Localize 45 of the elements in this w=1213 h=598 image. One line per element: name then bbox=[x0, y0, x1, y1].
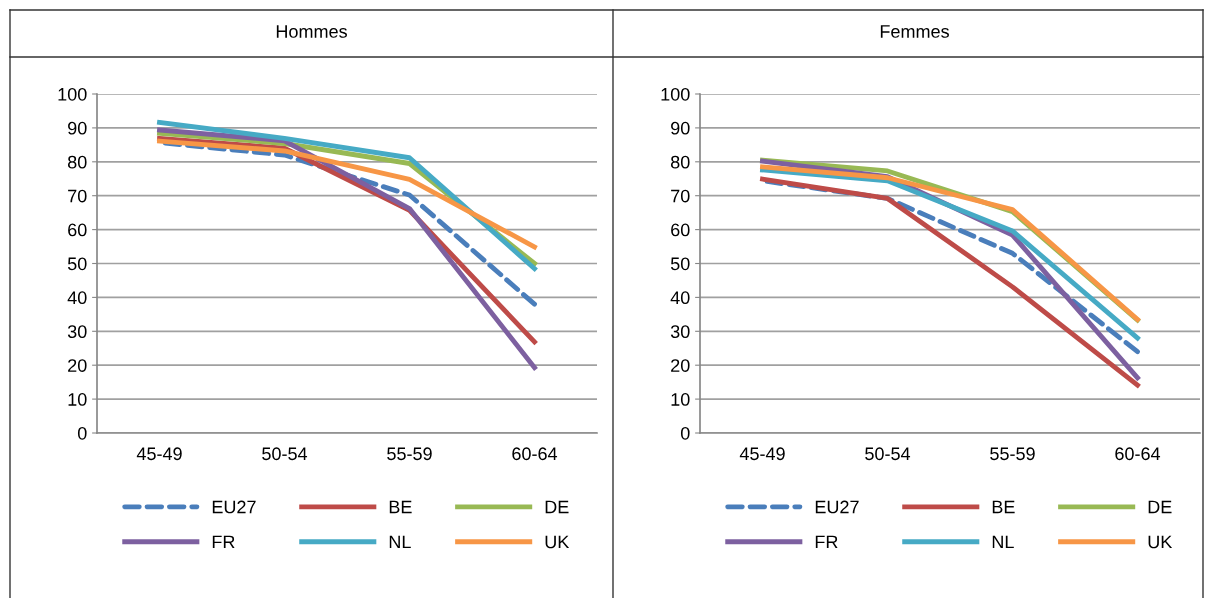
y-tick-label: 10 bbox=[68, 393, 87, 406]
legend-label: FR bbox=[212, 535, 235, 549]
legend-label: NL bbox=[992, 535, 1014, 549]
legend-label: DE bbox=[545, 500, 569, 514]
y-tick-label: 50 bbox=[670, 257, 690, 271]
legend-label: NL bbox=[389, 535, 411, 549]
legend-label: BE bbox=[992, 500, 1015, 514]
y-tick-label: 40 bbox=[67, 291, 87, 305]
x-tick-label: 60-64 bbox=[1115, 447, 1161, 461]
x-tick-label: 60-64 bbox=[512, 447, 558, 461]
y-tick-label: 100 bbox=[661, 87, 690, 101]
y-tick-label: 70 bbox=[68, 189, 87, 203]
legend-label: EU27 bbox=[212, 500, 256, 514]
legend-label: UK bbox=[1148, 535, 1173, 549]
y-tick-label: 50 bbox=[67, 257, 87, 271]
y-tick-label: 70 bbox=[671, 189, 690, 203]
y-tick-label: 80 bbox=[67, 155, 87, 169]
y-tick-label: 0 bbox=[680, 426, 690, 440]
x-tick-label: 55-59 bbox=[990, 447, 1035, 461]
y-tick-label: 60 bbox=[68, 223, 87, 237]
chart-title: Hommes bbox=[276, 25, 347, 38]
y-tick-label: 30 bbox=[67, 325, 87, 339]
y-tick-label: 40 bbox=[670, 291, 690, 305]
y-tick-label: 80 bbox=[670, 155, 690, 169]
legend-label: EU27 bbox=[815, 500, 859, 514]
y-tick-label: 20 bbox=[671, 359, 690, 372]
y-tick-label: 20 bbox=[68, 359, 87, 372]
x-tick-label: 55-59 bbox=[387, 447, 432, 461]
y-tick-label: 60 bbox=[671, 223, 690, 237]
legend-label: BE bbox=[389, 500, 412, 514]
y-tick-label: 10 bbox=[671, 393, 690, 406]
legend-label: UK bbox=[545, 535, 570, 549]
x-tick-label: 50-54 bbox=[865, 447, 911, 461]
line-series bbox=[157, 138, 537, 250]
legend-label: FR bbox=[815, 535, 838, 549]
y-tick-label: 90 bbox=[671, 121, 690, 135]
x-tick-label: 45-49 bbox=[739, 447, 785, 461]
x-tick-label: 45-49 bbox=[136, 447, 182, 461]
legend-label: DE bbox=[1148, 500, 1172, 514]
y-tick-label: 100 bbox=[58, 87, 87, 101]
x-tick-label: 50-54 bbox=[262, 447, 308, 461]
y-tick-label: 30 bbox=[670, 325, 690, 339]
y-tick-label: 0 bbox=[77, 426, 87, 440]
chart-title: Femmes bbox=[880, 25, 949, 38]
y-tick-label: 90 bbox=[68, 121, 87, 135]
